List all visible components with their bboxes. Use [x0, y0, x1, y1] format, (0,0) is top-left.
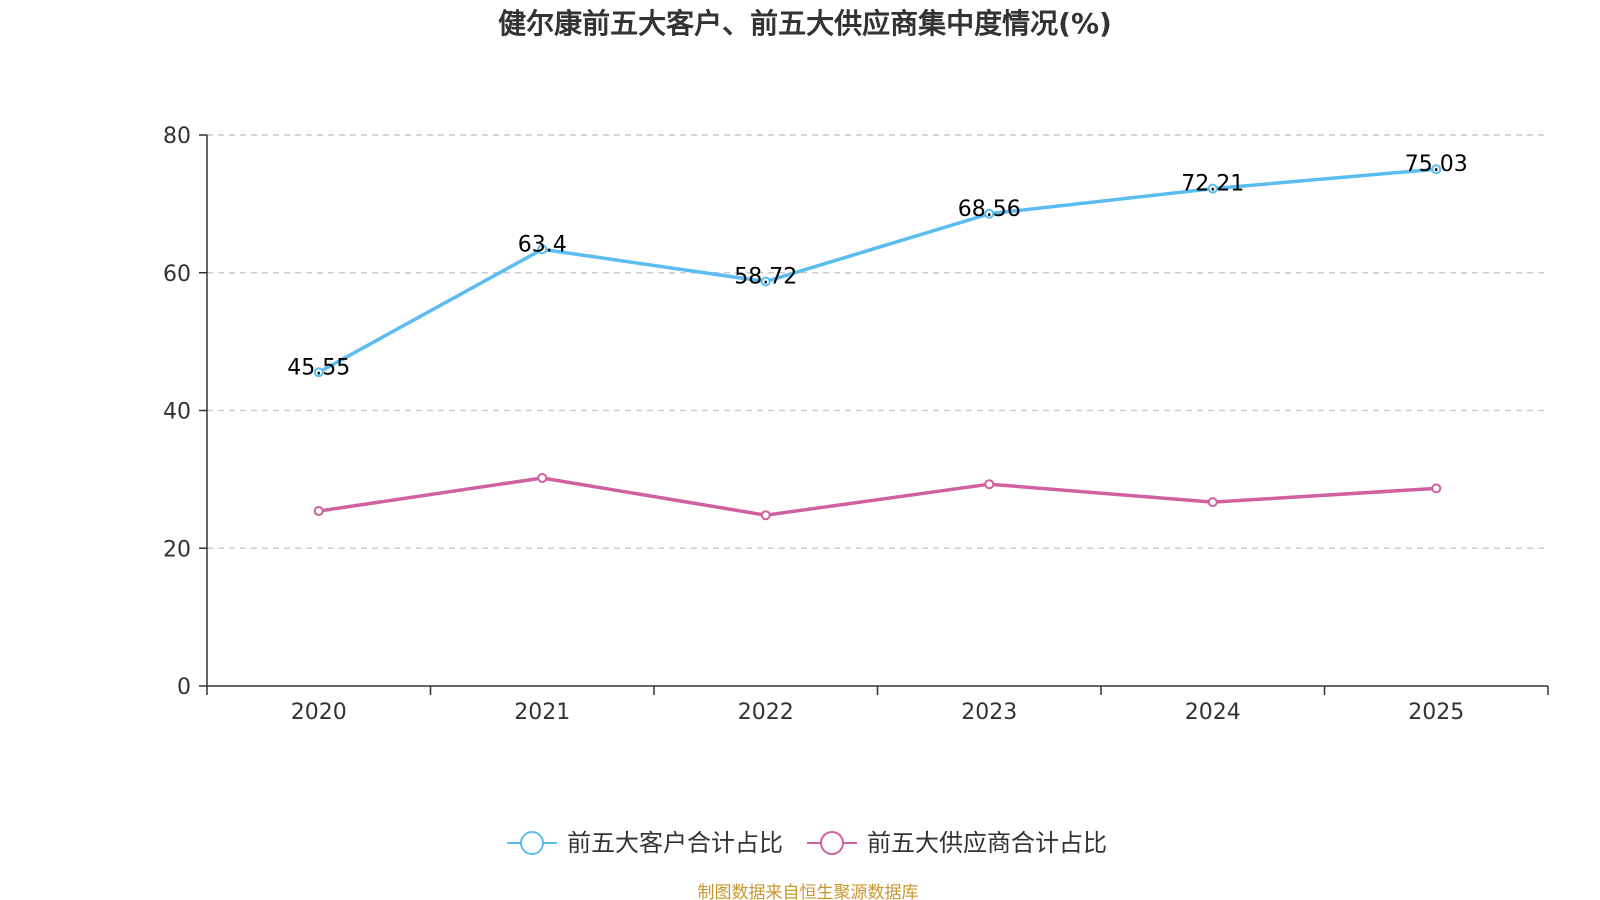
grid-lines [207, 134, 1548, 549]
y-tick-label: 20 [163, 537, 191, 562]
data-point[interactable] [760, 276, 771, 287]
y-tick-label: 40 [163, 400, 191, 425]
source-note: 制图数据来自恒生聚源数据库 [698, 883, 919, 900]
data-point[interactable] [984, 479, 995, 490]
series-group [313, 164, 1442, 521]
data-point[interactable] [313, 506, 324, 517]
data-point[interactable] [1431, 483, 1442, 494]
data-point[interactable] [537, 244, 548, 255]
data-label: 72.21 [1181, 172, 1244, 197]
x-tick-label: 2021 [514, 700, 570, 725]
data-label: 63.4 [518, 232, 567, 257]
legend-marker-icon [520, 831, 544, 855]
data-point[interactable] [1431, 164, 1442, 175]
series-line-1 [317, 167, 1437, 374]
legend-marker-icon [820, 831, 844, 855]
data-label: 68.56 [958, 197, 1021, 222]
x-tick-label: 2025 [1408, 700, 1464, 725]
y-tick-label: 60 [163, 262, 191, 287]
data-point[interactable] [760, 510, 771, 521]
y-tick-label: 0 [177, 675, 191, 700]
x-tick-label: 2022 [738, 700, 794, 725]
legend-label: 前五大客户合计占比 [567, 829, 783, 857]
data-point[interactable] [984, 208, 995, 219]
axes: 0 20 40 60 80 2020 2021 2022 2023 2024 2025 [163, 124, 1549, 725]
x-tick-label: 2020 [291, 700, 347, 725]
data-point[interactable] [537, 472, 548, 483]
legend[interactable]: 前五大客户合计占比 前五大供应商合计占比 [507, 829, 1107, 857]
data-point[interactable] [1207, 183, 1218, 194]
data-label: 58.72 [734, 265, 797, 290]
data-label: 75.03 [1405, 152, 1468, 177]
x-tick-label: 2023 [961, 700, 1017, 725]
legend-item-2[interactable]: 前五大供应商合计占比 [807, 829, 1107, 857]
x-tick-label: 2024 [1185, 700, 1241, 725]
y-tick-label: 80 [163, 124, 191, 149]
chart-title: 健尔康前五大客户、前五大供应商集中度情况(%) [498, 7, 1112, 40]
data-label: 45.55 [287, 355, 350, 380]
data-labels: 45.55 63.4 58.72 68.56 72.21 75.03 [287, 152, 1467, 380]
legend-label: 前五大供应商合计占比 [867, 829, 1107, 857]
series-line-2 [318, 476, 1437, 517]
legend-item-1[interactable]: 前五大客户合计占比 [507, 829, 783, 857]
data-point[interactable] [1207, 497, 1218, 508]
data-point[interactable] [313, 367, 324, 378]
